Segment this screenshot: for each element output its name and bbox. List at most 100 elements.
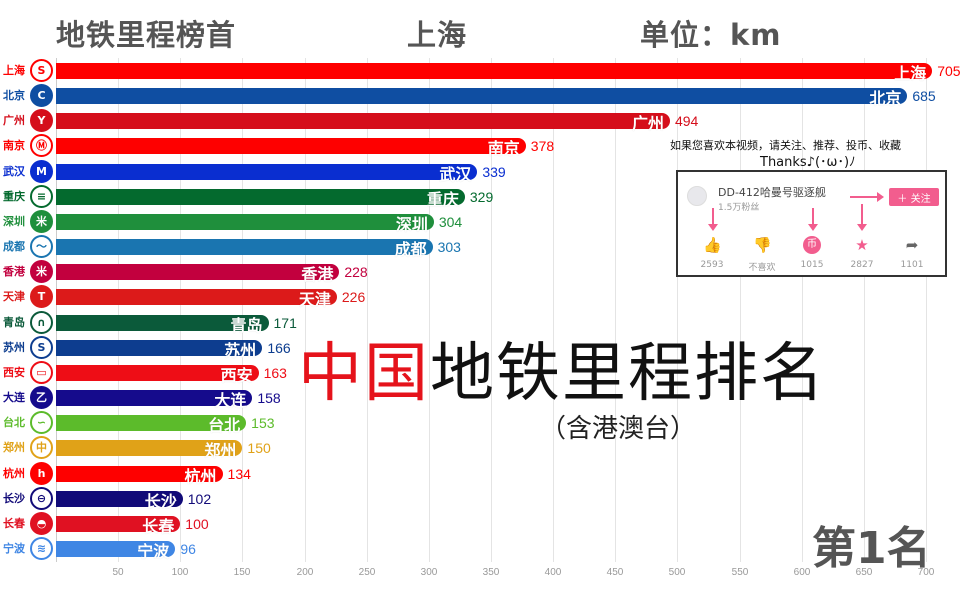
follow-button[interactable]: ＋ 关注 xyxy=(889,188,939,206)
bar-value: 102 xyxy=(187,490,212,507)
bar-city-name: 武汉 xyxy=(439,164,472,184)
metro-logo-icon: S xyxy=(30,59,53,82)
metro-logo-icon: C xyxy=(30,84,53,108)
bar-city-name: 宁波 xyxy=(137,542,170,562)
gridline xyxy=(367,58,368,562)
city-label: 长春 xyxy=(3,516,25,530)
action-count: 2593 xyxy=(700,260,724,270)
city-label: 苏州 xyxy=(3,340,25,354)
bar-value: 685 xyxy=(912,88,936,105)
bar: 北京 xyxy=(56,88,908,108)
bar: 武汉 xyxy=(56,163,478,184)
city-label: 香港 xyxy=(3,265,25,279)
x-tick-label: 150 xyxy=(233,567,251,578)
bar: 天津 xyxy=(56,289,337,309)
bar: 重庆 xyxy=(56,188,465,209)
bar-value: 166 xyxy=(267,339,291,356)
city-label: 郑州 xyxy=(3,441,25,455)
bar-value: 378 xyxy=(530,138,555,155)
bar-value: 228 xyxy=(344,264,368,281)
gridline xyxy=(926,58,927,562)
action-count: 不喜欢 xyxy=(748,263,776,273)
bar: 长沙 xyxy=(56,490,183,511)
x-tick-label: 500 xyxy=(668,567,686,578)
arrow-icon xyxy=(808,208,818,231)
bar: 深圳 xyxy=(56,213,434,234)
bar-city-name: 郑州 xyxy=(204,441,237,461)
star-icon: ★ xyxy=(855,236,869,254)
metro-logo-icon: ∽ xyxy=(30,411,53,435)
bar-value: 158 xyxy=(257,390,281,407)
metro-logo-icon: ⊖ xyxy=(30,486,53,510)
action-share[interactable]: ➦ 1101 xyxy=(892,236,932,270)
bar-city-name: 北京 xyxy=(869,89,902,109)
city-label: 上海 xyxy=(3,64,25,77)
city-label: 大连 xyxy=(3,391,25,405)
metro-logo-icon: Ⓜ xyxy=(30,134,53,158)
bar: 西安 xyxy=(56,364,259,385)
city-label: 杭州 xyxy=(3,466,25,480)
bar-value: 705 xyxy=(937,63,961,79)
avatar[interactable] xyxy=(687,186,707,206)
bar: 大连 xyxy=(56,390,253,410)
city-label: 青岛 xyxy=(3,315,25,329)
bar-city-name: 重庆 xyxy=(426,189,459,209)
bar-value: 153 xyxy=(251,415,275,432)
action-count: 1101 xyxy=(900,260,924,270)
metro-logo-icon: ∩ xyxy=(30,310,53,334)
metro-logo-icon: ▭ xyxy=(30,360,53,384)
leader-city: 上海 xyxy=(407,18,468,52)
bar-value: 100 xyxy=(185,515,209,532)
bar: 南京 xyxy=(56,138,526,158)
bar-value: 304 xyxy=(438,213,463,230)
bar-city-name: 成都 xyxy=(394,240,427,260)
bar: 香港 xyxy=(56,264,340,284)
x-tick-label: 450 xyxy=(606,567,624,578)
bar-value: 329 xyxy=(469,188,494,205)
city-label: 南京 xyxy=(3,139,25,153)
thumbs-down-icon: 👎 xyxy=(753,236,772,254)
city-label: 重庆 xyxy=(3,189,25,203)
y-axis-line xyxy=(56,58,57,562)
x-tick-label: 200 xyxy=(296,567,314,578)
city-label: 长沙 xyxy=(3,491,25,505)
x-tick-label: 600 xyxy=(793,567,811,578)
x-tick-label: 550 xyxy=(731,567,749,578)
follow-card: DD-412哈曼号驱逐舰 1.5万粉丝 ＋ 关注 👍 2593 👎 不喜欢 币 1015 ★… xyxy=(676,170,947,277)
bar-value: 96 xyxy=(180,541,196,558)
overlay-title-black: 地铁里程排名 xyxy=(430,337,826,411)
unit-label: 单位：km xyxy=(640,18,782,52)
uploader-name[interactable]: DD-412哈曼号驱逐舰 xyxy=(718,186,826,199)
share-icon: ➦ xyxy=(905,236,919,254)
city-label: 深圳 xyxy=(3,214,25,228)
metro-logo-icon: S xyxy=(30,335,53,359)
bar-city-name: 南京 xyxy=(487,139,520,159)
action-star[interactable]: ★ 2827 xyxy=(842,236,882,270)
action-coin[interactable]: 币 1015 xyxy=(792,236,832,270)
action-thumbs-up[interactable]: 👍 2593 xyxy=(692,236,732,270)
bar-city-name: 长春 xyxy=(142,516,175,536)
action-thumbs-down[interactable]: 👎 不喜欢 xyxy=(742,236,782,273)
bar-value: 226 xyxy=(341,289,366,306)
metro-logo-icon: ◓ xyxy=(30,511,53,535)
bar: 长春 xyxy=(56,515,181,536)
metro-logo-icon: 〜 xyxy=(30,235,53,259)
x-tick-label: 400 xyxy=(544,567,562,578)
promo-text: 如果您喜欢本视频，请关注、推荐、投币、收藏 xyxy=(670,139,901,152)
city-label: 成都 xyxy=(3,240,25,254)
bar-city-name: 香港 xyxy=(301,265,334,285)
gridline xyxy=(740,58,741,562)
bar-city-name: 广州 xyxy=(631,114,664,134)
bar: 郑州 xyxy=(56,440,243,460)
overlay-title: 中国地铁里程排名 xyxy=(298,322,826,414)
x-tick-label: 50 xyxy=(112,567,124,578)
coin-icon: 币 xyxy=(803,236,821,254)
city-label: 北京 xyxy=(3,89,25,103)
bar-city-name: 苏州 xyxy=(224,340,257,360)
metro-logo-icon: 米 xyxy=(30,260,53,284)
metro-logo-icon: 中 xyxy=(30,436,53,460)
metro-logo-icon: Y xyxy=(30,109,53,133)
gridline xyxy=(677,58,678,562)
thumbs-up-icon: 👍 xyxy=(703,236,722,254)
bar-city-name: 深圳 xyxy=(395,214,428,234)
